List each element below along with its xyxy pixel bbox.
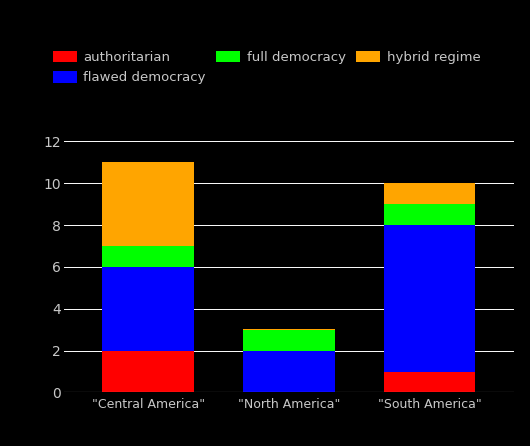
Bar <box>243 330 334 351</box>
Bar <box>102 246 194 267</box>
Bar <box>102 351 194 392</box>
Bar <box>384 225 475 372</box>
Legend: authoritarian, flawed democracy, full democracy, hybrid regime: authoritarian, flawed democracy, full de… <box>48 45 485 89</box>
Bar <box>102 267 194 351</box>
Bar <box>384 204 475 225</box>
Bar <box>102 162 194 246</box>
Bar <box>243 329 334 330</box>
Bar <box>243 351 334 392</box>
Bar <box>384 183 475 204</box>
Bar <box>384 372 475 392</box>
